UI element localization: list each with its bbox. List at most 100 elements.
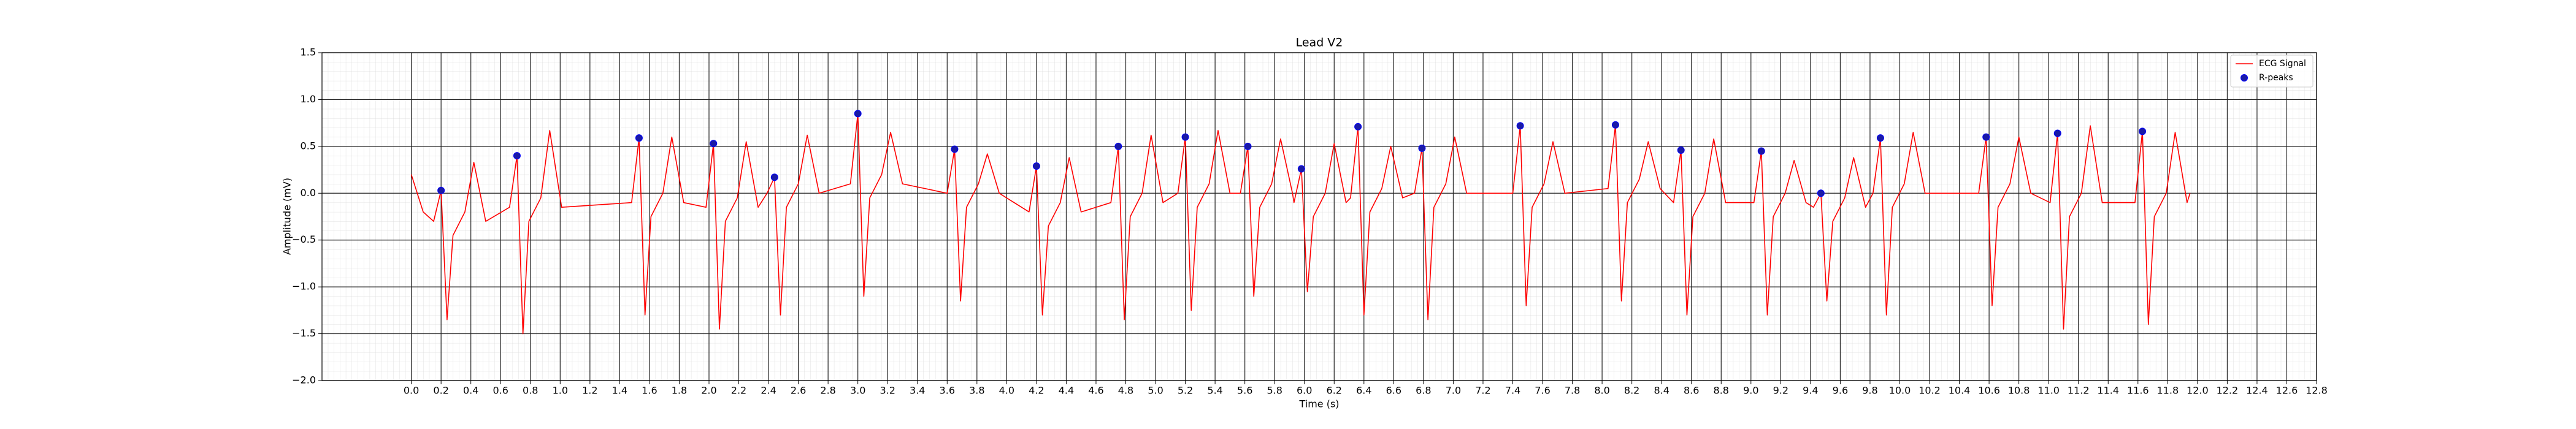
x-tick-label: 5.0 bbox=[1148, 385, 1163, 397]
y-tick-label: 0.5 bbox=[301, 140, 316, 151]
x-tick-label: 6.8 bbox=[1416, 385, 1431, 397]
legend-box bbox=[2230, 55, 2313, 88]
x-tick-label: 1.4 bbox=[612, 385, 627, 397]
x-tick-label: 12.4 bbox=[2246, 385, 2268, 397]
r-peak bbox=[1181, 133, 1189, 141]
r-peak bbox=[951, 145, 959, 153]
x-tick-label: 11.8 bbox=[2157, 385, 2179, 397]
x-tick-label: 0.8 bbox=[523, 385, 538, 397]
chart-title: Lead V2 bbox=[1296, 36, 1343, 50]
x-tick-label: 9.4 bbox=[1803, 385, 1818, 397]
r-peak bbox=[1611, 121, 1619, 129]
x-tick-label: 4.6 bbox=[1088, 385, 1103, 397]
r-peak bbox=[1114, 142, 1122, 150]
x-tick-label: 6.4 bbox=[1356, 385, 1371, 397]
x-tick-label: 6.0 bbox=[1297, 385, 1312, 397]
axes-frame bbox=[321, 52, 2317, 381]
x-tick-label: 4.8 bbox=[1118, 385, 1133, 397]
r-peak bbox=[1757, 147, 1765, 155]
x-tick-label: 7.8 bbox=[1565, 385, 1580, 397]
x-tick-label: 11.6 bbox=[2127, 385, 2149, 397]
minor-grid bbox=[322, 53, 2317, 381]
x-tick-label: 4.0 bbox=[999, 385, 1014, 397]
x-tick-label: 2.2 bbox=[731, 385, 746, 397]
x-tick-label: 10.4 bbox=[1949, 385, 1971, 397]
r-peak bbox=[1244, 142, 1252, 150]
x-tick-label: 3.8 bbox=[969, 385, 984, 397]
y-tick-label: 0.0 bbox=[301, 187, 316, 199]
x-tick-label: 6.6 bbox=[1386, 385, 1401, 397]
legend-marker bbox=[2241, 74, 2248, 82]
r-peak bbox=[1817, 189, 1825, 197]
x-tick-label: 9.0 bbox=[1743, 385, 1758, 397]
x-tick-label: 5.6 bbox=[1237, 385, 1252, 397]
x-tick-label: 8.0 bbox=[1594, 385, 1609, 397]
x-tick-label: 2.4 bbox=[761, 385, 776, 397]
r-peak bbox=[770, 173, 778, 181]
r-peak bbox=[1677, 146, 1685, 154]
ecg-line bbox=[410, 113, 2191, 335]
x-tick-label: 12.0 bbox=[2187, 385, 2209, 397]
x-tick-label: 3.4 bbox=[910, 385, 925, 397]
x-tick-label: 0.2 bbox=[433, 385, 448, 397]
x-tick-label: 3.0 bbox=[850, 385, 865, 397]
x-tick-label: 8.2 bbox=[1624, 385, 1639, 397]
legend-label: R-peaks bbox=[2259, 73, 2293, 83]
x-tick-label: 9.2 bbox=[1773, 385, 1788, 397]
x-tick-label: 5.4 bbox=[1207, 385, 1222, 397]
y-tick-label: −2.0 bbox=[292, 374, 316, 386]
x-tick-label: 7.6 bbox=[1535, 385, 1550, 397]
x-tick-label: 2.8 bbox=[820, 385, 835, 397]
r-peak bbox=[1354, 123, 1362, 131]
r-peak bbox=[710, 140, 718, 148]
x-tick-label: 1.2 bbox=[582, 385, 597, 397]
x-tick-label: 9.8 bbox=[1862, 385, 1877, 397]
x-tick-label: 1.6 bbox=[642, 385, 657, 397]
x-tick-label: 12.8 bbox=[2306, 385, 2328, 397]
x-tick-label: 4.2 bbox=[1029, 385, 1044, 397]
y-tick-label: −1.0 bbox=[292, 281, 316, 292]
x-tick-label: 0.6 bbox=[493, 385, 508, 397]
r-peak bbox=[437, 186, 445, 194]
x-tick-label: 0.0 bbox=[404, 385, 419, 397]
r-peak bbox=[1982, 133, 1990, 141]
x-tick-label: 10.8 bbox=[2008, 385, 2030, 397]
y-tick-label: −0.5 bbox=[292, 233, 316, 245]
x-tick-label: 10.6 bbox=[1978, 385, 2000, 397]
x-tick-label: 7.2 bbox=[1475, 385, 1490, 397]
x-tick-label: 8.4 bbox=[1654, 385, 1669, 397]
x-tick-label: 2.0 bbox=[701, 385, 716, 397]
x-tick-label: 12.6 bbox=[2276, 385, 2298, 397]
r-peak bbox=[1032, 162, 1040, 170]
r-peak bbox=[1876, 134, 1884, 142]
r-peak bbox=[854, 110, 862, 118]
x-tick-label: 8.6 bbox=[1684, 385, 1699, 397]
legend-label: ECG Signal bbox=[2259, 59, 2306, 69]
x-tick-label: 0.4 bbox=[463, 385, 478, 397]
x-tick-label: 2.6 bbox=[791, 385, 806, 397]
x-tick-label: 10.2 bbox=[1919, 385, 1941, 397]
x-axis-label: Time (s) bbox=[1298, 398, 1339, 410]
x-tick-label: 7.0 bbox=[1446, 385, 1461, 397]
r-peak bbox=[513, 152, 521, 160]
x-tick-label: 5.8 bbox=[1267, 385, 1282, 397]
x-tick-label: 11.4 bbox=[2097, 385, 2119, 397]
x-tick-label: 6.2 bbox=[1327, 385, 1342, 397]
x-tick-label: 5.2 bbox=[1178, 385, 1193, 397]
x-tick-label: 7.4 bbox=[1505, 385, 1520, 397]
legend: ECG Signal R-peaks bbox=[2230, 55, 2313, 88]
r-peak bbox=[1297, 165, 1305, 173]
x-tick-label: 11.0 bbox=[2037, 385, 2060, 397]
r-peak bbox=[2139, 127, 2147, 135]
r-peak bbox=[2053, 129, 2061, 137]
y-tick-label: −1.5 bbox=[292, 327, 316, 339]
x-tick-label: 11.2 bbox=[2068, 385, 2090, 397]
y-tick-label: 1.0 bbox=[301, 93, 316, 105]
x-tick-label: 10.0 bbox=[1889, 385, 1911, 397]
x-tick-label: 1.0 bbox=[553, 385, 568, 397]
r-peak bbox=[635, 134, 643, 142]
y-axis-label: Amplitude (mV) bbox=[282, 178, 293, 255]
x-tick-label: 3.6 bbox=[940, 385, 955, 397]
